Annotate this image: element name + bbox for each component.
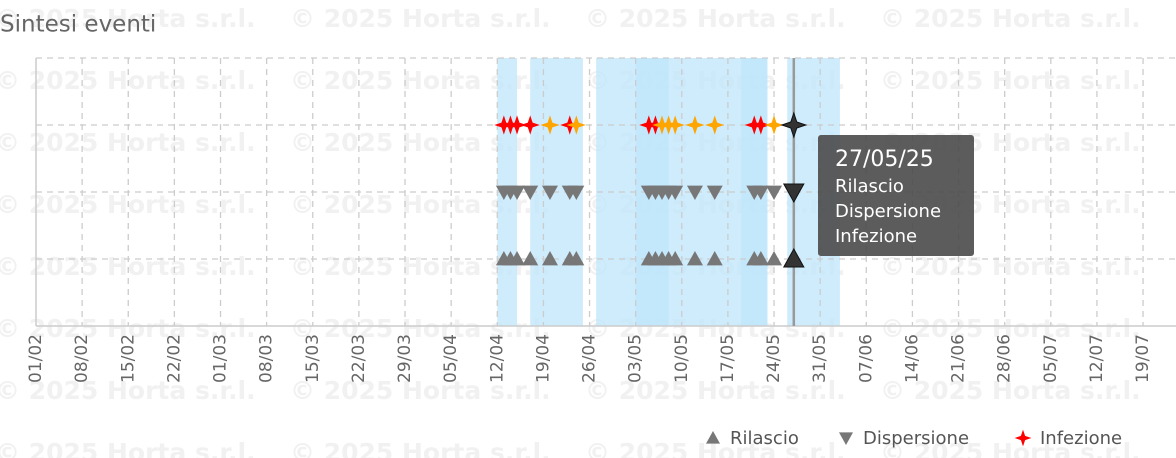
legend-label: Dispersione [863,428,969,449]
event-marker [520,115,540,135]
x-tick-label: 05/04 [441,334,461,383]
x-tick-label: 12/07 [1087,334,1107,383]
event-marker [541,185,558,200]
event-marker [780,111,808,139]
watermark: © 2025 Horta s.r.l. [585,376,846,405]
watermark: © 2025 Horta s.r.l. [880,438,1141,458]
event-marker [766,251,783,266]
event-marker [766,185,783,200]
tooltip-item: Rilascio [835,176,904,197]
x-tick-label: 22/02 [164,334,184,383]
x-tick-label: 26/04 [580,334,600,383]
event-marker [686,251,703,266]
event-marker [522,185,539,200]
event-marker [706,185,723,200]
x-tick-label: 31/05 [810,334,830,383]
tooltip-title: 27/05/25 [835,147,934,172]
event-marker [522,251,539,266]
x-tick-label: 15/03 [303,334,323,383]
x-tick-label: 01/03 [211,334,231,383]
watermark: © 2025 Horta s.r.l. [0,314,256,343]
legend-label: Infezione [1040,428,1122,449]
event-marker [706,251,723,266]
event-marker [509,185,526,200]
watermark: © 2025 Horta s.r.l. [880,376,1141,405]
watermark: © 2025 Horta s.r.l. [880,66,1141,95]
x-tick-label: 28/06 [995,334,1015,383]
x-tick-label: 15/02 [118,334,138,383]
legend-marker [839,432,853,445]
tooltip-box [818,135,974,256]
x-tick-label: 08/02 [72,334,92,383]
event-marker [751,115,771,135]
x-tick-label: 22/03 [349,334,369,383]
legend-marker [1014,429,1032,447]
watermark: © 2025 Horta s.r.l. [0,128,256,157]
event-marker [667,185,684,200]
x-tick-label: 08/03 [257,334,277,383]
event-marker [667,251,684,266]
event-marker [752,185,769,200]
event-marker [509,251,526,266]
x-tick-label: 21/06 [949,334,969,383]
x-tick-label: 07/06 [856,334,876,383]
watermark: © 2025 Horta s.r.l. [880,314,1141,343]
event-marker [566,115,586,135]
event-marker [540,115,560,135]
event-marker [782,183,805,204]
event-marker [764,115,784,135]
x-tick-label: 29/03 [395,334,415,383]
tooltip-item: Infezione [835,226,917,247]
x-tick-label: 03/05 [626,334,646,383]
x-tick-label: 14/06 [902,334,922,383]
event-marker [782,247,805,268]
watermark: © 2025 Horta s.r.l. [880,252,1141,281]
event-marker [685,115,705,135]
watermark: © 2025 Horta s.r.l. [585,438,846,458]
x-tick-label: 19/07 [1133,334,1153,383]
watermark: © 2025 Horta s.r.l. [290,376,551,405]
legend-label: Rilascio [730,428,799,449]
x-tick-label: 12/04 [487,334,507,383]
tooltip-item: Dispersione [835,201,941,222]
x-tick-label: 24/05 [764,334,784,383]
watermark: © 2025 Horta s.r.l. [290,4,551,33]
watermark: © 2025 Horta s.r.l. [0,376,256,405]
x-tick-label: 05/07 [1041,334,1061,383]
event-marker [507,115,527,135]
watermark: © 2025 Horta s.r.l. [880,4,1141,33]
legend-marker [706,431,720,444]
event-marker [568,185,585,200]
event-marker [541,251,558,266]
watermark: © 2025 Horta s.r.l. [0,438,256,458]
x-tick-label: 10/05 [672,334,692,383]
event-marker [665,115,685,135]
x-tick-label: 01/02 [26,334,46,383]
watermark: © 2025 Horta s.r.l. [0,4,256,33]
x-tick-label: 19/04 [533,334,553,383]
chart-title: Sintesi eventi [0,12,156,38]
event-marker [686,185,703,200]
event-marker [705,115,725,135]
event-marker [752,251,769,266]
event-marker [568,251,585,266]
watermark: © 2025 Horta s.r.l. [585,4,846,33]
watermark: © 2025 Horta s.r.l. [290,438,551,458]
x-tick-label: 17/05 [718,334,738,383]
